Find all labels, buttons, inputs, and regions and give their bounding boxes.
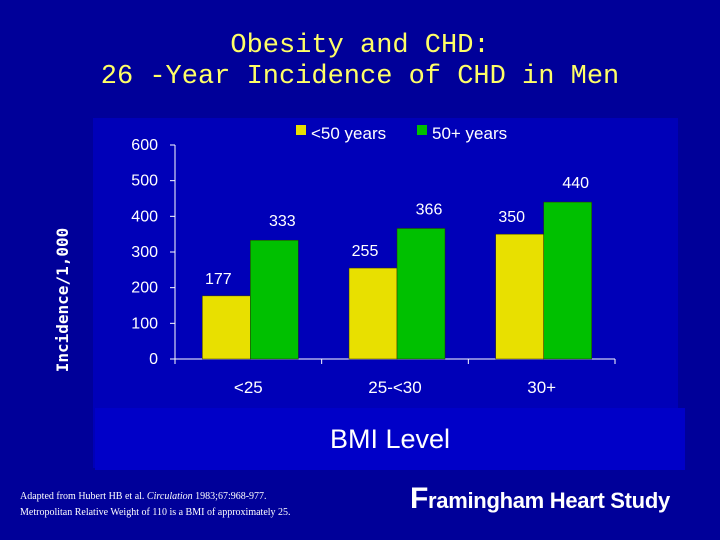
legend-swatch <box>296 125 306 135</box>
framingham-heart-study-label: Framingham Heart Study <box>410 482 670 515</box>
y-tick-label: 100 <box>131 315 158 332</box>
citation-footnote: Adapted from Hubert HB et al. Circulatio… <box>20 489 291 521</box>
citation-line1: Adapted from Hubert HB et al. Circulatio… <box>20 491 267 502</box>
xlabel-panel <box>95 408 685 470</box>
bar-50plus <box>543 201 592 360</box>
legend-swatch <box>417 125 427 135</box>
bar-under50 <box>348 267 398 360</box>
x-axis-title: BMI Level <box>330 424 450 454</box>
citation-line2: Metropolitan Relative Weight of 110 is a… <box>20 507 291 518</box>
y-tick-label: 300 <box>131 244 158 261</box>
x-tick-label: <25 <box>234 378 263 397</box>
data-label: 350 <box>498 209 525 226</box>
y-tick-label: 0 <box>149 351 158 368</box>
data-label: 333 <box>269 213 296 230</box>
chart-title-line1: Obesity and CHD: <box>230 31 490 61</box>
chart-title-line2: 26 -Year Incidence of CHD in Men <box>100 62 620 92</box>
x-tick-label: 30+ <box>527 378 556 397</box>
y-tick-label: 600 <box>131 137 158 154</box>
y-tick-label: 200 <box>131 280 158 297</box>
data-label: 177 <box>205 271 232 288</box>
data-label: 440 <box>562 175 589 192</box>
bar-under50 <box>202 295 251 360</box>
bar-50plus <box>396 228 446 360</box>
y-tick-label: 500 <box>131 173 158 190</box>
y-tick-label: 400 <box>131 208 158 225</box>
data-label: 255 <box>352 243 379 260</box>
data-label: 366 <box>416 201 443 218</box>
bar-50plus <box>250 239 299 360</box>
bar-under50 <box>495 233 544 360</box>
legend-label: <50 years <box>311 124 386 143</box>
legend-label: 50+ years <box>432 124 507 143</box>
y-axis-title: Incidence/1,000 <box>53 228 72 373</box>
x-tick-label: 25-<30 <box>368 378 421 397</box>
